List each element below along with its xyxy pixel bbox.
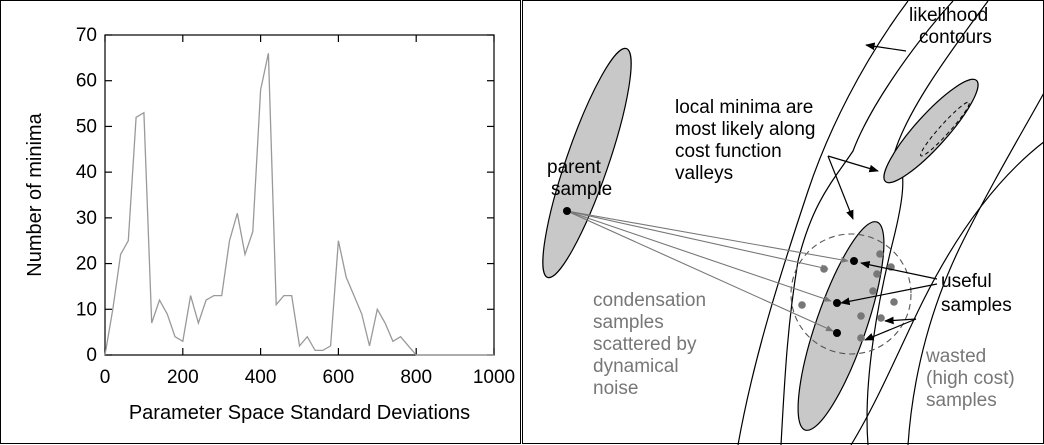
- parent-sample-dot: [563, 207, 571, 215]
- y-axis-label: Number of minima: [24, 112, 46, 276]
- diagram-panel: likelihood contours local minima are mos…: [522, 0, 1044, 445]
- y-tick-label: 60: [76, 71, 97, 92]
- wasted-samples-label: wasted (high cost) samples: [925, 346, 1020, 411]
- y-tick-label: 30: [76, 208, 97, 229]
- plot-frame: [104, 34, 495, 356]
- propagation-arrows: [566, 210, 849, 332]
- useful-samples-label: useful samples: [941, 271, 1012, 316]
- parent-ellipse: [542, 47, 632, 279]
- x-tick-label: 0: [100, 367, 111, 388]
- likelihood-diagram: likelihood contours local minima are mos…: [542, 1, 1044, 445]
- condensation-samples-label: condensation samples scattered by dynami…: [593, 290, 711, 399]
- minima-chart-panel: 0 10 20 30 40 50 60 70 0 200 400 600 800 1000 Paramete…: [0, 0, 521, 444]
- parent-sample-label: parent sample: [547, 157, 612, 200]
- y-tick-label: 10: [76, 299, 97, 320]
- useful-sample-dots: [833, 257, 858, 337]
- local-minima-label: local minima are most likely along cost …: [675, 97, 821, 184]
- x-tick-label: 600: [323, 367, 355, 388]
- y-tick-label: 70: [76, 25, 97, 46]
- x-tick-label: 1000: [473, 367, 515, 388]
- annotation-arrows: [827, 42, 938, 341]
- likelihood-contours: [737, 1, 1044, 445]
- sample-region-circle: [790, 233, 912, 355]
- minima-line-chart: 0 10 20 30 40 50 60 70 0 200 400 600 800 1000Paramete…: [24, 25, 515, 424]
- minima-series-line: [104, 53, 494, 356]
- x-tick-label: 200: [167, 367, 199, 388]
- x-tick-label: 400: [245, 367, 277, 388]
- y-tick-label: 40: [76, 162, 97, 183]
- y-tick-label: 50: [76, 116, 97, 137]
- upper-valley-ellipse: [883, 78, 979, 184]
- likelihood-contours-label: likelihood contours: [909, 5, 994, 48]
- y-tick-label: 0: [86, 345, 97, 366]
- x-tick-label: 800: [400, 367, 432, 388]
- valley-ellipse: [797, 221, 885, 431]
- y-tick-label: 20: [76, 254, 97, 275]
- inner-contour-ellipse: [920, 101, 970, 157]
- x-axis-label: Parameter Space Standard Deviations: [129, 402, 470, 424]
- wasted-sample-dots: [798, 250, 898, 342]
